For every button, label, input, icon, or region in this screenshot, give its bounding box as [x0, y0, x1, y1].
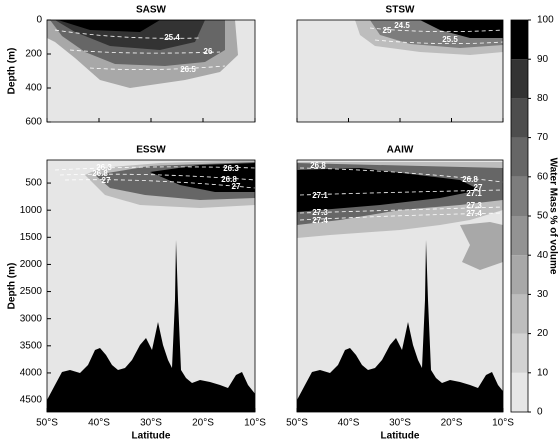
colorbar-tick-label: 20	[537, 328, 549, 339]
y-tick-label: 3500	[20, 340, 43, 351]
x-tick-label: 50°S	[286, 418, 308, 429]
contour-label: 27	[102, 176, 111, 185]
colorbar-band	[511, 59, 528, 99]
contour-label: 27	[474, 183, 483, 192]
panel-frame	[296, 159, 504, 413]
contour-label: 26.8	[462, 175, 478, 184]
panel-title: SASW	[136, 5, 167, 16]
contour-label: 26.3	[96, 163, 112, 172]
colorbar-tick-label: 90	[537, 54, 549, 65]
y-tick-label: 500	[25, 178, 42, 189]
colorbar-band	[511, 372, 528, 412]
colorbar-band	[511, 255, 528, 295]
y-tick-label: 1500	[20, 232, 43, 243]
y-tick-label: 0	[36, 15, 42, 26]
contour-label: 26.5	[180, 65, 196, 74]
water-mass-field	[297, 162, 503, 412]
panel-frame	[46, 159, 256, 413]
water-mass-field	[47, 160, 255, 412]
colorbar-tick-label: 80	[537, 93, 549, 104]
colorbar-band	[511, 20, 528, 60]
x-tick-label: 30°S	[140, 418, 162, 429]
water-mass-field	[47, 20, 238, 88]
colorbar-tick-label: 10	[537, 367, 549, 378]
x-tick-label: 50°S	[36, 418, 58, 429]
colorbar-tick-label: 50	[537, 211, 549, 222]
contour-label: 25.4	[164, 33, 180, 42]
x-tick-label: 20°S	[192, 418, 214, 429]
panel-title: ESSW	[136, 145, 166, 156]
x-tick-label: 20°S	[441, 418, 463, 429]
panel-frame	[46, 19, 256, 123]
contour-label: 27	[232, 182, 241, 191]
y-tick-label: 1000	[20, 205, 43, 216]
panel-frame	[296, 19, 504, 123]
contour-label: 27.3	[312, 208, 328, 217]
contour-label: 27.4	[466, 209, 482, 218]
y-tick-label: 4000	[20, 368, 43, 379]
x-tick-label: 30°S	[389, 418, 411, 429]
contour-label: 26.8	[92, 169, 108, 178]
colorbar-tick-label: 70	[537, 132, 549, 143]
x-tick-label: 10°S	[244, 418, 266, 429]
contour-label: 26	[204, 47, 213, 56]
colorbar-tick-label: 0	[537, 407, 543, 418]
contour-label: 27.1	[312, 191, 328, 200]
x-tick-label: 40°S	[88, 418, 110, 429]
colorbar-label: Water Mass % of volume	[547, 158, 558, 275]
contour-label: 26.3	[223, 164, 239, 173]
contour-label: 25	[383, 26, 392, 35]
y-axis-label: Depth (m)	[7, 48, 18, 95]
y-tick-label: 200	[25, 49, 42, 60]
y-tick-label: 4500	[20, 395, 43, 406]
x-axis-label: Latitude	[132, 431, 171, 440]
panel-title: AAIW	[387, 145, 414, 156]
colorbar-tick-label: 60	[537, 171, 549, 182]
x-axis-label: Latitude	[381, 431, 420, 440]
contour-label: 25.5	[442, 35, 458, 44]
colorbar-band	[511, 176, 528, 216]
y-tick-label: 3000	[20, 313, 43, 324]
y-tick-label: 2000	[20, 259, 43, 270]
x-tick-label: 40°S	[338, 418, 360, 429]
x-tick-label: 10°S	[492, 418, 514, 429]
y-tick-label: 600	[25, 117, 42, 128]
colorbar-band	[511, 137, 528, 177]
colorbar-band	[511, 294, 528, 334]
colorbar-band	[511, 333, 528, 373]
colorbar-tick-label: 40	[537, 250, 549, 261]
colorbar-frame	[510, 19, 529, 413]
contour-label: 27.4	[312, 216, 328, 225]
y-tick-label: 2500	[20, 286, 43, 297]
colorbar-band	[511, 98, 528, 138]
colorbar-tick-label: 30	[537, 289, 549, 300]
contour-label: 27.3	[466, 201, 482, 210]
contour-label: 26.8	[310, 161, 326, 170]
contour-label: 24.5	[394, 21, 410, 30]
y-tick-label: 400	[25, 83, 42, 94]
colorbar-band	[511, 216, 528, 256]
colorbar-tick-label: 100	[537, 15, 554, 26]
contour-label: 27.1	[466, 189, 482, 198]
water-mass-field	[355, 20, 503, 55]
contour-label: 26.8	[221, 175, 237, 184]
panel-title: STSW	[386, 5, 415, 16]
y-axis-label: Depth (m)	[7, 263, 18, 310]
